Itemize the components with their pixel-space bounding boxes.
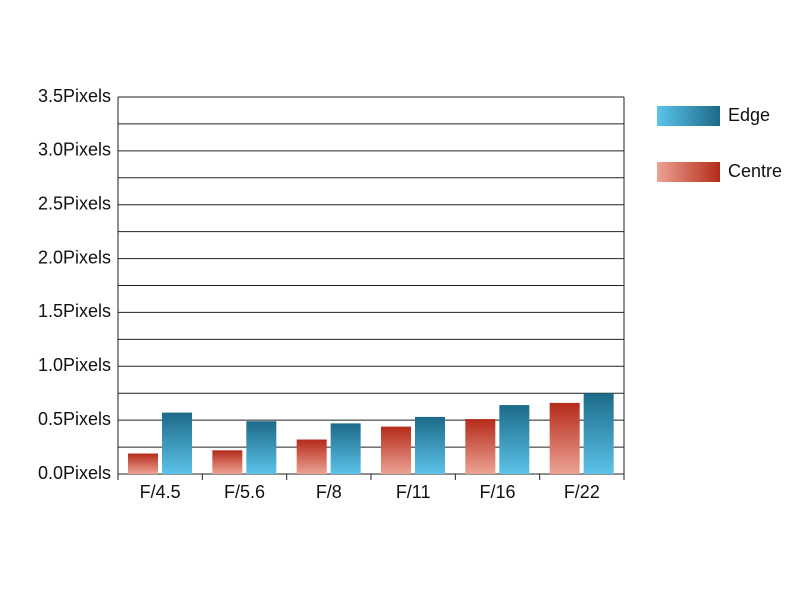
bar [583, 393, 614, 474]
bar [296, 439, 327, 474]
y-tick-label: 2.0Pixels [38, 247, 111, 267]
bar [465, 419, 496, 474]
x-tick-label: F/5.6 [224, 482, 265, 502]
x-tick-label: F/4.5 [140, 482, 181, 502]
bar [212, 450, 243, 474]
bar [499, 405, 530, 474]
bar [381, 426, 411, 474]
legend-swatch [657, 162, 720, 182]
x-tick-label: F/22 [564, 482, 600, 502]
bar [330, 423, 361, 474]
y-tick-label: 3.5Pixels [38, 86, 111, 106]
bar [549, 402, 580, 474]
x-tick-label: F/16 [479, 482, 515, 502]
x-tick-label: F/11 [396, 482, 431, 502]
x-tick-label: F/8 [316, 482, 342, 502]
bar [162, 412, 192, 474]
y-tick-label: 0.0Pixels [38, 463, 111, 483]
y-tick-label: 3.0Pixels [38, 140, 111, 160]
y-tick-label: 1.5Pixels [38, 301, 111, 321]
y-tick-label: 2.5Pixels [38, 193, 111, 213]
legend-swatch [657, 106, 720, 126]
legend-label: Centre [728, 161, 782, 181]
legend-label: Edge [728, 105, 770, 125]
bar [415, 416, 445, 474]
bar [128, 453, 158, 474]
bar [246, 421, 277, 474]
y-tick-label: 1.0Pixels [38, 355, 111, 375]
y-tick-label: 0.5Pixels [38, 409, 111, 429]
